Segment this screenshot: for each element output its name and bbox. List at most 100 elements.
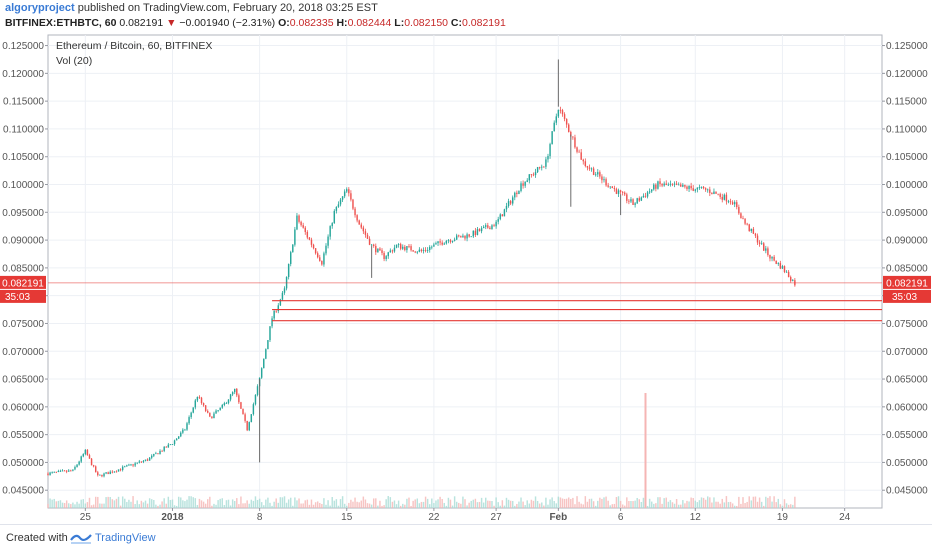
y-tick-label-right: 0.125000 — [886, 41, 928, 52]
author-link[interactable]: algoryproject — [5, 2, 75, 14]
volume-bar — [518, 501, 520, 508]
volume-bar — [397, 500, 400, 508]
volume-bar — [86, 502, 89, 508]
y-tick-label-right: 0.075000 — [886, 319, 928, 330]
volume-bar — [173, 505, 176, 508]
volume-bar — [281, 497, 284, 508]
volume-bar — [294, 497, 296, 508]
volume-bar — [721, 498, 723, 508]
volume-bar — [128, 499, 130, 508]
volume-bar — [590, 498, 593, 508]
volume-bar — [661, 503, 663, 508]
volume-bar — [319, 502, 321, 508]
volume-bar — [194, 498, 197, 508]
volume-bar — [410, 505, 412, 508]
publish-header: algoryproject published on TradingView.c… — [5, 2, 378, 14]
countdown-tag-left — [0, 289, 46, 303]
volume-bar — [597, 500, 599, 508]
volume-bar — [723, 502, 726, 508]
change-arrow-icon: ▼ — [166, 17, 177, 29]
volume-bar — [321, 504, 323, 508]
volume-bar — [161, 501, 163, 508]
volume-bar — [686, 500, 688, 508]
volume-bar — [565, 498, 568, 508]
volume-bar — [792, 504, 794, 508]
volume-bar — [256, 499, 259, 508]
volume-bar — [97, 496, 99, 508]
volume-bar — [429, 504, 431, 508]
volume-bar — [105, 497, 107, 508]
y-tick-label-right: 0.085000 — [886, 263, 928, 274]
volume-bar — [636, 497, 638, 508]
volume-bar — [63, 503, 66, 508]
y-tick-label-left: 0.060000 — [2, 402, 44, 413]
tradingview-logo-icon[interactable] — [70, 531, 92, 545]
volume-bar — [520, 497, 522, 508]
volume-bar — [777, 498, 779, 508]
volume-spike-bar — [644, 393, 647, 508]
volume-bar — [393, 500, 396, 508]
volume-bar — [694, 500, 697, 508]
price-chart[interactable]: 0.125000 0.125000 0.120000 0.120000 0.115000… — [0, 32, 932, 522]
volume-bar — [250, 499, 253, 508]
y-tick-label-left: 0.125000 — [2, 41, 44, 52]
volume-bar — [511, 500, 514, 508]
volume-bar — [364, 499, 367, 508]
volume-bar — [665, 497, 667, 508]
x-tick-label: 25 — [80, 512, 92, 522]
volume-bar — [582, 504, 584, 508]
volume-bar — [420, 501, 423, 508]
volume-bar — [538, 503, 541, 508]
volume-bar — [750, 500, 753, 508]
volume-bar — [418, 503, 421, 508]
volume-bar — [733, 505, 736, 508]
volume-bar — [650, 501, 653, 508]
volume-bar — [736, 505, 738, 508]
x-tick-label: 2018 — [161, 512, 184, 522]
volume-bar — [638, 499, 640, 508]
volume-bar — [88, 497, 91, 508]
volume-bar — [146, 503, 149, 508]
volume-bar — [482, 502, 485, 508]
volume-bar — [646, 505, 649, 508]
volume-bar — [119, 505, 122, 508]
tradingview-link[interactable]: TradingView — [95, 532, 156, 544]
footer: Created with TradingView — [0, 524, 932, 551]
volume-bar — [785, 503, 788, 508]
volume-bar — [163, 498, 165, 508]
volume-group — [47, 496, 796, 508]
volume-bar — [501, 500, 504, 508]
volume-bar — [101, 503, 103, 508]
volume-bar — [611, 504, 614, 508]
volume-bar — [94, 496, 97, 508]
volume-bar — [267, 497, 269, 508]
volume-bar — [493, 505, 495, 508]
volume-bar — [626, 497, 628, 508]
volume-bar — [698, 500, 701, 508]
volume-bar — [628, 501, 630, 508]
volume-bar — [462, 496, 464, 508]
volume-bar — [634, 500, 636, 508]
volume-bar — [675, 499, 678, 508]
close-label: C: — [450, 17, 463, 29]
volume-bar — [246, 500, 248, 508]
volume-bar — [117, 496, 120, 508]
volume-bar — [497, 502, 499, 508]
volume-bar — [592, 501, 595, 508]
volume-bar — [186, 499, 188, 508]
volume-bar — [534, 496, 537, 508]
volume-bar — [578, 501, 580, 508]
volume-bar — [474, 498, 477, 508]
volume-bar — [165, 503, 167, 508]
price-tag-left — [0, 275, 46, 289]
volume-bar — [451, 505, 454, 508]
volume-bar — [731, 503, 734, 508]
volume-bar — [211, 505, 213, 508]
volume-bar — [499, 505, 501, 508]
volume-bar — [271, 505, 273, 508]
volume-bar — [287, 499, 290, 508]
volume-bar — [76, 501, 78, 508]
chart-title: Ethereum / Bitcoin, 60, BITFINEX — [56, 40, 212, 52]
volume-bar — [406, 498, 408, 508]
volume-bar — [200, 500, 203, 508]
